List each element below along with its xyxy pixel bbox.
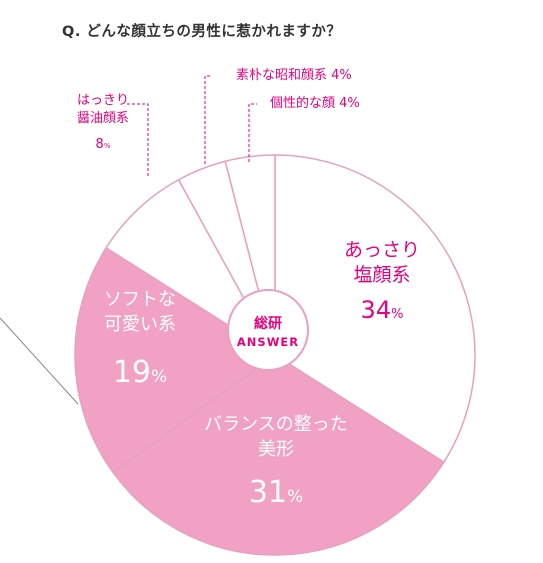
center-label-line1: 総研	[254, 315, 282, 332]
slice-name-1-0: バランスの整った	[204, 414, 348, 435]
pointer-line-5	[248, 103, 257, 162]
decorative-line	[0, 317, 79, 405]
slice-name-3-0: はっきり	[77, 93, 129, 108]
pointer-line-3	[127, 103, 149, 176]
slice-value-2: 19%	[113, 355, 167, 390]
slice-value-3: 8%	[96, 137, 111, 152]
slice-label-5: 個性的な顔 4%	[270, 95, 360, 111]
slice-value-1: 31%	[249, 475, 303, 510]
center-circle	[227, 289, 309, 371]
center-label-line2: ANSWER	[237, 335, 299, 349]
question-title: Q. どんな顔立ちの男性に惹かれますか？	[62, 24, 342, 40]
pointer-line-4	[204, 75, 212, 164]
slice-label-4: 素朴な昭和顔系 4%	[236, 68, 352, 83]
slice-name-2-1: 可愛い系	[104, 314, 176, 335]
slice-name-3-1: 醤油顔系	[77, 111, 129, 126]
pie-slice-1	[112, 354, 445, 556]
slice-name-2-0: ソフトな	[104, 289, 176, 310]
slice-name-1-1: 美形	[258, 439, 294, 460]
slice-value-0: 34%	[361, 296, 404, 324]
slice-name-0-0: あっさり	[344, 239, 420, 261]
pie-slice-0	[274, 154, 476, 464]
slice-name-0-1: 塩顔系	[353, 264, 410, 286]
pointer-lines	[127, 75, 257, 176]
pie-slice-2	[74, 246, 277, 474]
